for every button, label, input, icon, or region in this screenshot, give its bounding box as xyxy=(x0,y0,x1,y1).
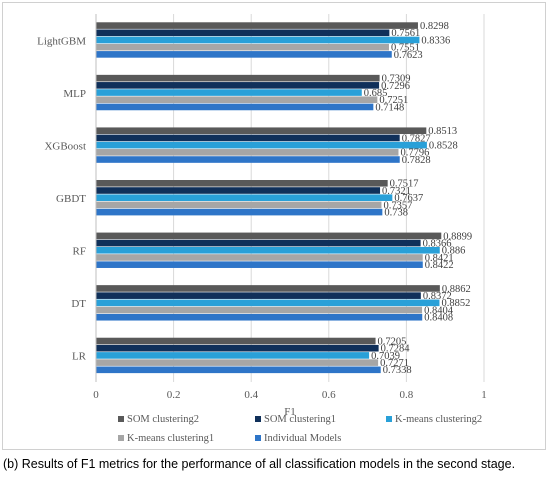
x-tick-label: 0 xyxy=(93,389,99,401)
data-label: 0.7321 xyxy=(382,186,411,197)
data-label: 0.8336 xyxy=(421,35,450,46)
figure-caption: (b) Results of F1 metrics for the perfor… xyxy=(3,457,549,471)
x-tick-label: 0.8 xyxy=(400,389,414,401)
bar-rf-1 xyxy=(96,239,421,247)
bar-lr-3 xyxy=(96,359,379,366)
data-label: 0.7039 xyxy=(371,351,400,362)
bar-lr-0 xyxy=(96,337,376,345)
bar-gbdt-1 xyxy=(96,187,381,194)
bar-lightgbm-4 xyxy=(96,51,392,58)
data-label: 0.8404 xyxy=(424,305,454,316)
bar-xgboost-0 xyxy=(96,127,427,135)
legend-label: SOM clustering2 xyxy=(127,414,199,425)
bar-dt-2 xyxy=(96,299,440,307)
data-label: 0.685 xyxy=(364,88,388,99)
data-label: 0.7796 xyxy=(400,148,429,159)
data-label: 0.7551 xyxy=(391,43,420,54)
bar-lightgbm-2 xyxy=(96,36,420,44)
bar-rf-2 xyxy=(96,246,440,254)
bar-xgboost-3 xyxy=(96,149,399,156)
caption-tag: (b) xyxy=(3,457,19,471)
x-tick-label: 0.6 xyxy=(322,389,336,401)
data-label: 0.7637 xyxy=(394,193,423,204)
category-label: LR xyxy=(72,351,87,363)
bar-xgboost-1 xyxy=(96,134,400,142)
data-label: 0.8372 xyxy=(423,291,452,302)
data-label: 0.7205 xyxy=(378,336,407,347)
data-label: 0.8366 xyxy=(423,238,452,249)
x-axis-title: F1 xyxy=(284,406,296,418)
bar-dt-0 xyxy=(96,285,440,292)
legend-swatch xyxy=(255,435,261,441)
bar-dt-4 xyxy=(96,313,423,321)
data-label: 0.7271 xyxy=(380,358,409,369)
bar-mlp-4 xyxy=(96,103,374,111)
bar-mlp-1 xyxy=(96,82,380,89)
caption-text: Results of F1 metrics for the performanc… xyxy=(21,457,516,471)
data-label: 0.7827 xyxy=(402,133,431,144)
data-label: 0.7357 xyxy=(383,200,412,211)
bar-lr-2 xyxy=(96,352,370,359)
bar-rf-3 xyxy=(96,254,423,261)
data-label: 0.7284 xyxy=(381,344,411,355)
legend-label: SOM clustering1 xyxy=(264,414,336,425)
category-label: MLP xyxy=(63,88,86,100)
bar-gbdt-2 xyxy=(96,194,393,201)
legend-label: K-means clustering2 xyxy=(395,414,482,425)
bar-lightgbm-3 xyxy=(96,43,389,51)
bar-xgboost-4 xyxy=(96,156,400,163)
category-label: RF xyxy=(73,246,86,258)
bar-mlp-3 xyxy=(96,96,378,104)
bar-gbdt-4 xyxy=(96,208,383,216)
data-label: 0.7148 xyxy=(375,102,404,113)
category-label: LightGBM xyxy=(37,35,86,47)
data-label: 0.7251 xyxy=(379,95,408,106)
x-tick-label: 1 xyxy=(481,389,487,401)
bar-mlp-2 xyxy=(96,89,362,96)
bar-rf-4 xyxy=(96,261,423,268)
data-label: 0.7561 xyxy=(391,28,420,39)
data-label: 0.8899 xyxy=(443,231,472,242)
bar-lr-1 xyxy=(96,344,379,352)
bar-gbdt-0 xyxy=(96,180,388,187)
data-label: 0.8421 xyxy=(425,253,454,264)
legend-swatch xyxy=(118,435,124,441)
bar-gbdt-3 xyxy=(96,201,382,209)
bar-dt-3 xyxy=(96,306,423,314)
bar-lightgbm-0 xyxy=(96,22,418,29)
x-tick-label: 0.2 xyxy=(167,389,181,401)
data-label: 0.8422 xyxy=(425,260,454,271)
f1-bar-chart: 0 0.2 0.4 0.6 0.8 1F1LightGBM0.82980.75610.83… xyxy=(37,14,487,444)
legend-swatch xyxy=(255,416,261,422)
bar-lightgbm-1 xyxy=(96,29,390,37)
data-label: 0.8408 xyxy=(424,313,453,324)
x-tick-label: 0.4 xyxy=(244,389,258,401)
data-label: 0.7828 xyxy=(402,155,431,166)
data-label: 0.8528 xyxy=(429,141,458,152)
data-label: 0.738 xyxy=(384,208,408,219)
legend-label: K-means clustering1 xyxy=(127,433,214,444)
bar-xgboost-2 xyxy=(96,141,427,149)
legend-swatch xyxy=(386,416,392,422)
category-label: GBDT xyxy=(56,193,86,205)
data-label: 0.7309 xyxy=(382,74,411,85)
data-label: 0.8298 xyxy=(420,21,449,32)
data-label: 0.8852 xyxy=(441,298,470,309)
data-label: 0.7517 xyxy=(390,179,419,190)
data-label: 0.8862 xyxy=(442,284,471,295)
data-label: 0.7296 xyxy=(381,81,410,92)
data-label: 0.886 xyxy=(442,246,466,257)
bar-lr-4 xyxy=(96,366,381,374)
legend-label: Individual Models xyxy=(264,433,341,444)
bar-mlp-0 xyxy=(96,74,380,82)
data-label: 0.7623 xyxy=(394,50,423,61)
legend-swatch xyxy=(118,416,124,422)
category-label: DT xyxy=(71,298,86,310)
category-label: XGBoost xyxy=(44,140,86,152)
data-label: 0.8513 xyxy=(428,126,457,137)
bar-dt-1 xyxy=(96,292,421,299)
bar-rf-0 xyxy=(96,232,442,240)
data-label: 0.7338 xyxy=(383,365,412,376)
